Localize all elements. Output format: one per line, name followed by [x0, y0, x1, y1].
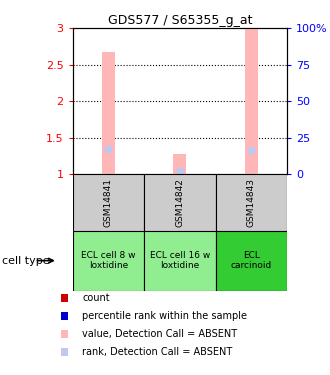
Bar [102, 52, 115, 174]
Text: GSM14843: GSM14843 [247, 178, 256, 227]
Text: rank, Detection Call = ABSENT: rank, Detection Call = ABSENT [82, 347, 233, 357]
Bar [174, 154, 186, 174]
Text: ECL cell 8 w
loxtidine: ECL cell 8 w loxtidine [81, 251, 136, 270]
Text: GSM14841: GSM14841 [104, 178, 113, 227]
Text: GSM14842: GSM14842 [175, 178, 184, 227]
Text: ECL
carcinoid: ECL carcinoid [231, 251, 272, 270]
Bar [215, 174, 287, 231]
Bar [245, 28, 258, 174]
Bar [144, 231, 215, 291]
Title: GDS577 / S65355_g_at: GDS577 / S65355_g_at [108, 14, 252, 27]
Text: cell type: cell type [2, 256, 49, 266]
Bar [73, 231, 144, 291]
Bar [144, 174, 215, 231]
Text: ECL cell 16 w
loxtidine: ECL cell 16 w loxtidine [150, 251, 210, 270]
Text: count: count [82, 293, 110, 303]
Bar [73, 174, 144, 231]
Text: percentile rank within the sample: percentile rank within the sample [82, 311, 248, 321]
Bar [215, 231, 287, 291]
Text: value, Detection Call = ABSENT: value, Detection Call = ABSENT [82, 329, 238, 339]
